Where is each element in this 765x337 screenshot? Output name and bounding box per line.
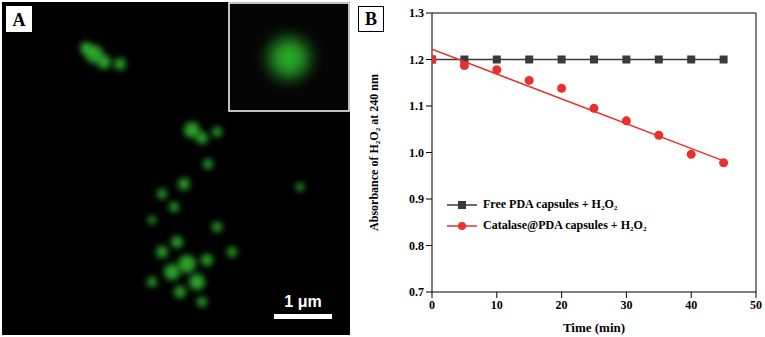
html-text:Free PDA capsules + H₂O₂: Free PDA capsules + H₂O₂	[483, 197, 618, 211]
svg-text:0.7: 0.7	[409, 285, 424, 299]
svg-text:0.9: 0.9	[409, 192, 424, 206]
svg-text:A: A	[13, 10, 26, 30]
html-text:Catalase@PDA capsules + H₂O₂: Catalase@PDA capsules + H₂O₂	[483, 218, 647, 232]
svg-text:0: 0	[429, 298, 435, 312]
svg-text:10: 10	[491, 298, 503, 312]
html-text:B: B	[365, 9, 377, 29]
svg-text:Absorbance of H₂O₂ at 240 nm: Absorbance of H₂O₂ at 240 nm	[367, 74, 381, 231]
svg-text:1 μm: 1 μm	[284, 293, 321, 310]
svg-text:30: 30	[620, 298, 632, 312]
svg-text:Time (min): Time (min)	[563, 320, 625, 335]
svg-text:50: 50	[750, 298, 762, 312]
svg-text:0.8: 0.8	[409, 239, 424, 253]
svg-text:1.0: 1.0	[409, 146, 424, 160]
svg-text:1.3: 1.3	[409, 6, 424, 20]
svg-text:40: 40	[685, 298, 697, 312]
svg-text:1.2: 1.2	[409, 53, 424, 67]
svg-text:1.1: 1.1	[409, 99, 424, 113]
svg-text:20: 20	[556, 298, 568, 312]
